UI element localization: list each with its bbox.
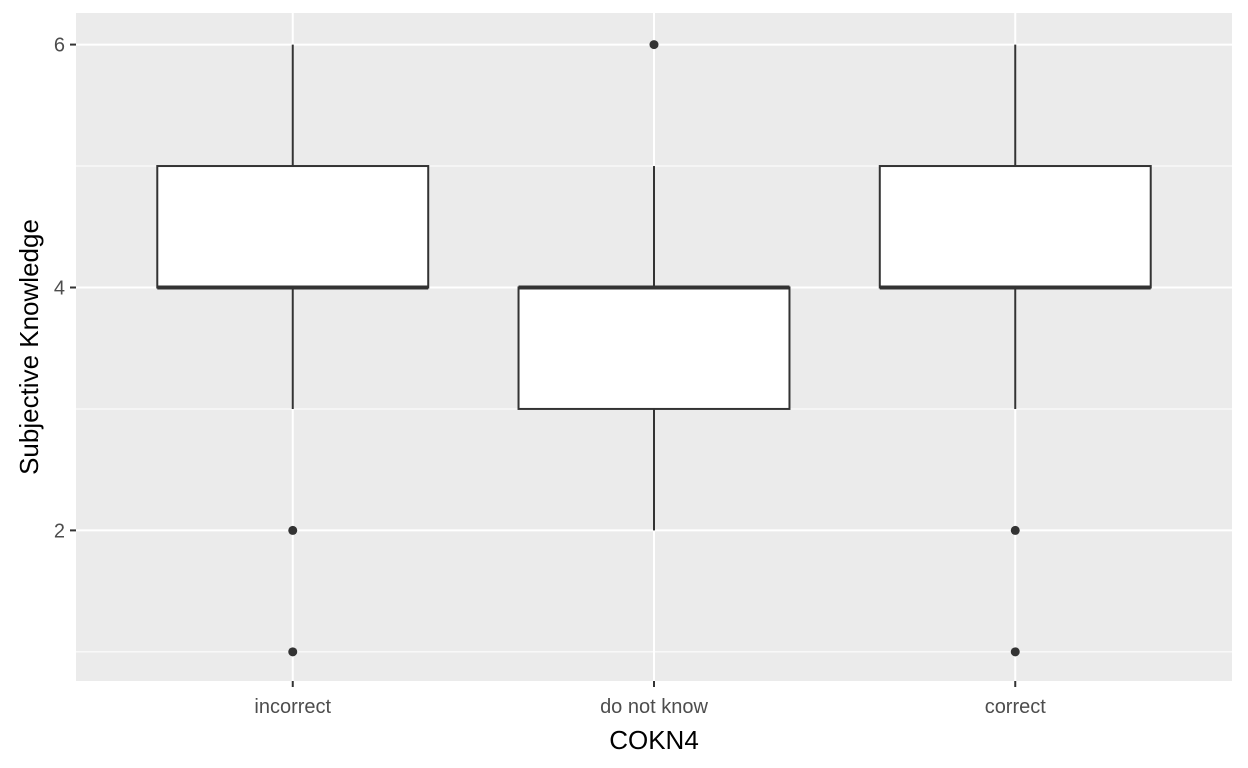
x-axis-ticks: incorrect do not know correct (254, 681, 1046, 718)
box-correct (878, 44, 1152, 657)
box-group (156, 40, 1152, 657)
outlier-point (649, 40, 659, 50)
outlier-point (288, 525, 298, 535)
outlier-point (1010, 525, 1020, 535)
x-tick-label: incorrect (254, 696, 331, 718)
y-tick-label: 2 (54, 520, 65, 542)
x-tick-label: do not know (600, 696, 708, 718)
box-iqr (517, 286, 791, 410)
box-iqr (156, 165, 430, 289)
y-axis-title: Subjective Knowledge (14, 219, 44, 475)
box-iqr (878, 165, 1152, 289)
outlier-point (1010, 647, 1020, 657)
x-tick-label: correct (985, 696, 1047, 718)
outlier-point (288, 647, 298, 657)
box-do-not-know (517, 40, 791, 531)
y-axis-ticks: 2 4 6 (54, 35, 76, 542)
y-tick-label: 6 (54, 35, 65, 57)
y-tick-label: 4 (54, 277, 65, 299)
box-incorrect (156, 44, 430, 657)
x-axis-title: COKN4 (609, 725, 699, 755)
